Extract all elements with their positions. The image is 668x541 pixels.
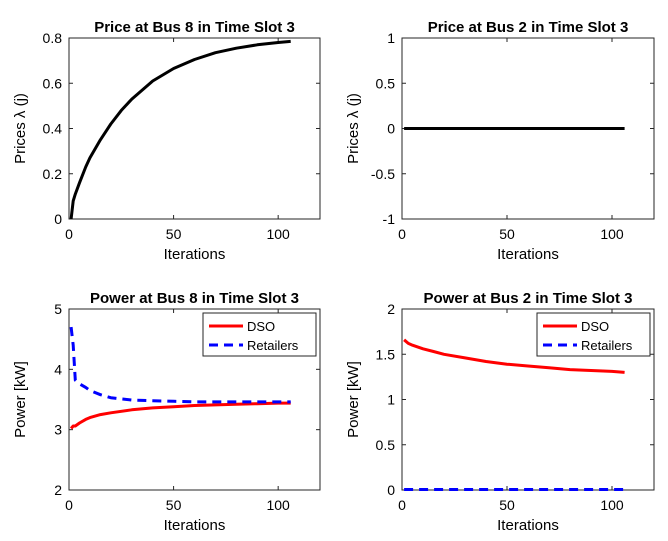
y-tick-label: -0.5: [371, 166, 395, 182]
y-tick-label: 0.8: [43, 30, 63, 46]
y-axis-label: Power [kW]: [345, 361, 362, 438]
chart-panel-2: 0 50 100 -1 -0.5 0 0.5 1 Price at Bus 2 in Time …: [345, 19, 655, 263]
x-tick-label: 0: [398, 497, 406, 513]
y-axis-label: Prices λ (j): [12, 93, 29, 164]
y-tick-label: 0: [387, 121, 395, 137]
series-line-1: [69, 39, 291, 220]
chart-title: Price at Bus 8 in Time Slot 3: [94, 19, 295, 36]
legend-box: [536, 312, 651, 357]
y-tick-label: 0.5: [376, 437, 396, 453]
chart-title: Price at Bus 2 in Time Slot 3: [428, 19, 629, 36]
x-tick-label: 50: [499, 497, 515, 513]
x-tick-label: 100: [266, 226, 290, 242]
chart-panel-1: 0 50 100 0 0.2 0.4 0.6 0.8 Price at Bus 8 in Tim…: [12, 19, 321, 263]
legend: DSO Retailers: [202, 312, 317, 357]
series-line-retailers: [69, 326, 291, 404]
y-tick-label: 0.6: [43, 75, 63, 91]
y-tick-label: 3: [54, 422, 62, 438]
y-tick-label: 4: [54, 361, 62, 377]
y-axis-label: Power [kW]: [12, 361, 29, 438]
legend-box: [202, 312, 317, 357]
chart-panel-4: 0 50 100 0 0.5 1 1.5 2 Power at Bus 2 in Time Sl…: [345, 290, 655, 534]
legend-label: Retailers: [581, 338, 633, 353]
y-tick-label: 0.5: [376, 75, 396, 91]
x-tick-label: 50: [166, 497, 182, 513]
x-tick-label: 100: [266, 497, 290, 513]
x-tick-label: 0: [65, 226, 73, 242]
y-tick-label: 0.4: [43, 121, 63, 137]
x-tick-label: 0: [65, 497, 73, 513]
x-axis-label: Iterations: [497, 246, 559, 263]
y-tick-label: 5: [54, 301, 62, 317]
legend-label: DSO: [581, 319, 609, 334]
x-tick-label: 0: [398, 226, 406, 242]
plot-area: [68, 37, 321, 220]
y-axis-label: Prices λ (j): [345, 93, 362, 164]
x-axis-label: Iterations: [497, 517, 559, 534]
chart-title: Power at Bus 2 in Time Slot 3: [424, 290, 633, 307]
y-tick-label: 1.5: [376, 346, 396, 362]
y-tick-label: 0.2: [43, 166, 63, 182]
legend-label: DSO: [247, 319, 275, 334]
y-tick-label: 2: [54, 482, 62, 498]
chart-panel-3: 0 50 100 2 3 4 5 Power at Bus 8 in Time Slot 3 I…: [12, 290, 321, 534]
x-axis-label: Iterations: [164, 246, 226, 263]
x-tick-label: 100: [600, 497, 624, 513]
series-line-dso: [69, 401, 291, 430]
y-tick-label: 1: [387, 392, 395, 408]
series-line-dso: [403, 338, 625, 374]
y-tick-label: 0: [54, 211, 62, 227]
x-tick-label: 100: [600, 226, 624, 242]
legend-label: Retailers: [247, 338, 299, 353]
chart-title: Power at Bus 8 in Time Slot 3: [90, 290, 299, 307]
x-axis-label: Iterations: [164, 517, 226, 534]
legend: DSO Retailers: [536, 312, 651, 357]
y-tick-label: 2: [387, 301, 395, 317]
y-tick-label: -1: [383, 211, 396, 227]
x-tick-label: 50: [499, 226, 515, 242]
y-tick-label: 1: [387, 30, 395, 46]
y-tick-label: 0: [387, 482, 395, 498]
x-tick-label: 50: [166, 226, 182, 242]
